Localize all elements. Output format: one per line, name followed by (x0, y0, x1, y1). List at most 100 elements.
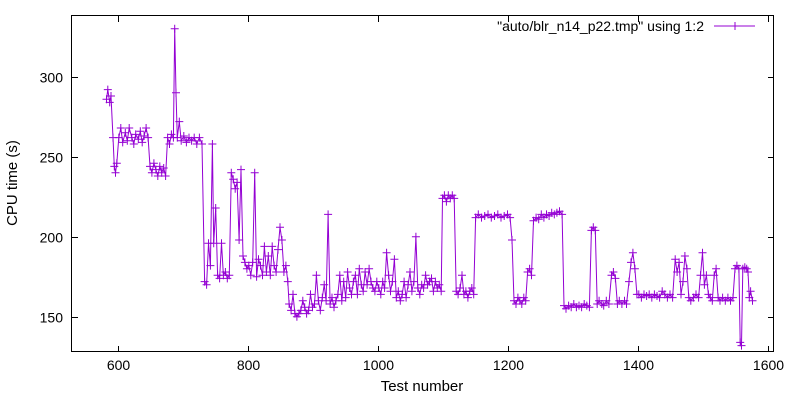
data-point-marker-303 (737, 341, 746, 350)
series-layer (102, 24, 757, 350)
data-point-marker-123 (343, 268, 352, 276)
data-point-marker-194 (487, 213, 496, 222)
data-point-marker-26 (151, 165, 160, 174)
data-point-marker-129 (355, 264, 364, 273)
data-point-marker-78 (256, 261, 265, 270)
data-point-marker-290 (710, 271, 719, 280)
data-point-marker-179 (452, 287, 461, 296)
data-point-marker-73 (246, 271, 255, 280)
data-point-marker-152 (400, 277, 409, 286)
data-point-marker-148 (392, 293, 401, 302)
data-point-marker-83 (266, 271, 275, 280)
data-point-marker-309 (746, 287, 755, 296)
data-point-marker-253 (627, 258, 635, 267)
data-point-marker-185 (463, 293, 472, 302)
data-point-marker-89 (277, 236, 286, 244)
data-point-marker-186 (465, 287, 474, 296)
data-point-marker-31 (161, 172, 170, 180)
data-point-marker-119 (335, 271, 344, 280)
data-point-marker-284 (698, 248, 707, 257)
data-point-marker-34 (167, 130, 176, 139)
data-point-marker-17 (134, 135, 143, 144)
data-point-marker-308 (745, 293, 754, 302)
data-point-marker-70 (240, 258, 249, 267)
data-point-marker-163 (421, 271, 430, 280)
data-point-marker-305 (740, 263, 749, 272)
y-tick-label-300: 300 (40, 70, 64, 86)
data-point-marker-188 (469, 290, 478, 299)
data-point-marker-67 (235, 236, 244, 244)
data-point-marker-72 (244, 261, 253, 270)
plot-frame (71, 15, 774, 352)
data-point-marker-151 (398, 290, 407, 299)
data-point-marker-33 (165, 140, 174, 148)
data-point-marker-94 (287, 306, 296, 315)
data-point-marker-80 (260, 242, 269, 251)
data-point-marker-198 (500, 212, 509, 220)
data-point-marker-142 (380, 284, 389, 292)
data-point-marker-149 (394, 287, 403, 296)
data-point-marker-39 (175, 117, 184, 126)
data-point-marker-61 (223, 274, 232, 283)
data-point-marker-302 (736, 338, 745, 347)
data-point-marker-246 (611, 274, 620, 283)
data-point-marker-126 (349, 277, 358, 286)
data-point-marker-116 (330, 303, 338, 312)
data-point-marker-154 (404, 280, 413, 289)
data-point-marker-24 (147, 168, 156, 177)
data-point-marker-115 (328, 293, 336, 302)
data-point-marker-7 (112, 159, 121, 168)
data-point-marker-68 (237, 165, 245, 174)
data-point-marker-223 (558, 210, 567, 219)
data-point-marker-251 (622, 300, 631, 308)
data-point-marker-254 (628, 248, 637, 257)
data-point-marker-197 (497, 213, 505, 222)
data-point-marker-63 (227, 168, 236, 177)
x-tick-label-800: 800 (237, 357, 261, 373)
data-point-marker-105 (308, 303, 317, 312)
data-point-marker-103 (304, 306, 313, 315)
data-point-marker-243 (604, 300, 613, 308)
data-point-marker-132 (361, 268, 370, 276)
data-point-marker-114 (326, 300, 335, 308)
data-point-marker-53 (208, 140, 217, 148)
data-point-marker-172 (438, 194, 447, 203)
data-point-marker-291 (712, 264, 721, 273)
data-point-marker-41 (179, 132, 188, 140)
data-point-marker-208 (521, 296, 530, 305)
data-point-marker-128 (353, 290, 362, 299)
data-point-marker-99 (296, 306, 305, 315)
data-point-marker-3 (107, 92, 115, 100)
data-point-marker-84 (268, 242, 277, 251)
data-point-marker-15 (129, 140, 138, 148)
data-point-marker-40 (177, 136, 186, 145)
data-point-marker-97 (292, 312, 301, 321)
data-point-marker-120 (337, 296, 346, 305)
data-point-marker-121 (339, 277, 348, 286)
data-point-marker-275 (679, 277, 687, 286)
data-point-marker-54 (209, 239, 218, 248)
data-point-marker-101 (300, 303, 309, 312)
data-point-marker-150 (396, 296, 405, 305)
data-point-marker-49 (200, 277, 209, 286)
data-point-marker-250 (620, 296, 629, 305)
data-point-marker-270 (668, 293, 677, 302)
data-point-marker-18 (136, 127, 145, 136)
data-point-marker-153 (402, 293, 411, 302)
data-point-marker-92 (283, 277, 292, 286)
data-point-marker-174 (442, 197, 451, 206)
data-point-marker-102 (302, 309, 311, 318)
data-point-marker-310 (748, 296, 757, 305)
data-point-marker-42 (182, 138, 191, 147)
data-point-marker-288 (706, 293, 715, 302)
data-point-marker-48 (198, 140, 206, 148)
data-point-marker-64 (229, 175, 238, 184)
data-point-marker-77 (254, 255, 263, 264)
data-point-marker-287 (704, 290, 713, 299)
data-point-marker-47 (195, 133, 204, 142)
data-point-marker-62 (225, 271, 234, 280)
data-point-marker-23 (146, 162, 154, 171)
x-tick-label-1200: 1200 (493, 357, 524, 373)
